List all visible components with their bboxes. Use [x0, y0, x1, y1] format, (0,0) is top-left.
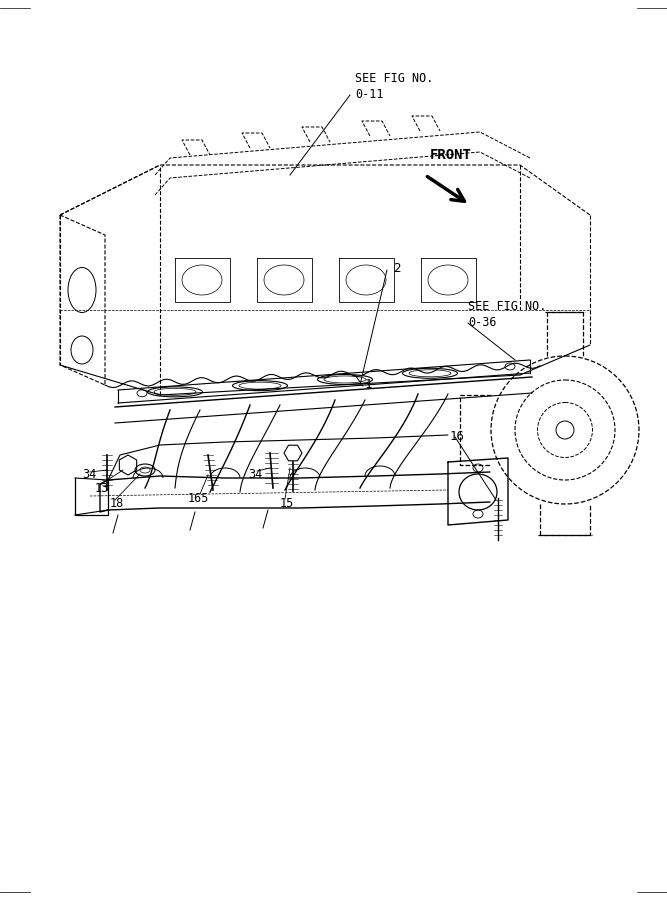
Text: 15: 15 [280, 497, 294, 510]
Text: 18: 18 [110, 497, 124, 510]
Text: SEE FIG NO.: SEE FIG NO. [468, 300, 546, 313]
Text: 16: 16 [450, 430, 465, 443]
Text: 0-36: 0-36 [468, 316, 496, 329]
Text: 165: 165 [188, 492, 209, 505]
Text: 1: 1 [365, 378, 372, 391]
Text: 34: 34 [248, 468, 262, 481]
Text: SEE FIG NO.: SEE FIG NO. [355, 72, 434, 85]
Text: 34: 34 [82, 468, 96, 481]
Text: FRONT: FRONT [430, 148, 472, 162]
Text: 2: 2 [393, 262, 400, 275]
Text: 0-11: 0-11 [355, 88, 384, 101]
Text: 13: 13 [95, 482, 109, 495]
